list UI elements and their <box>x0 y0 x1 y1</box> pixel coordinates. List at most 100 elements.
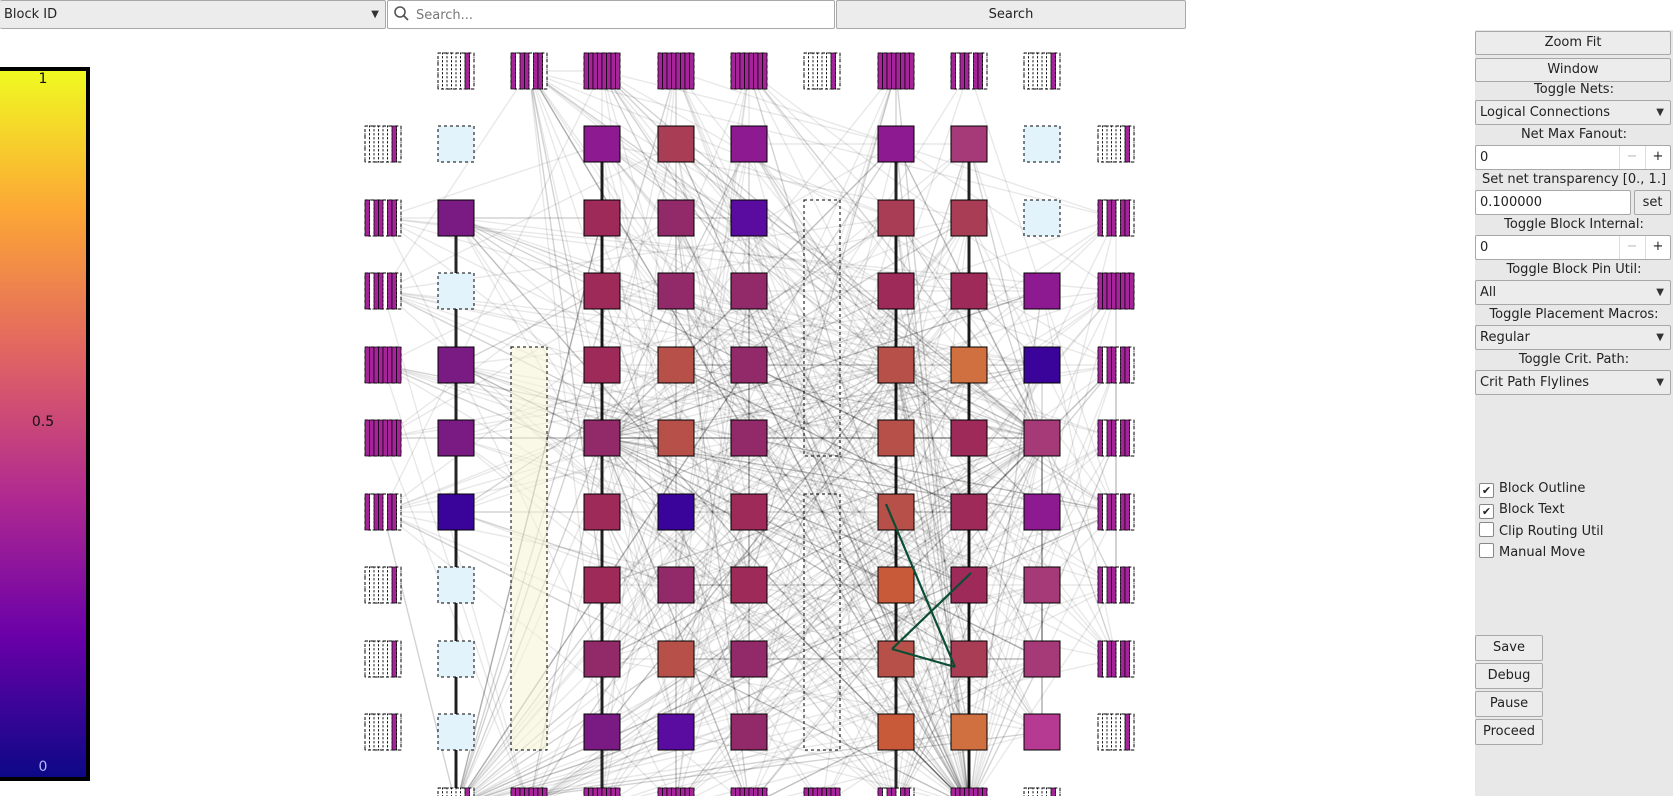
net-flyline <box>601 70 750 439</box>
net-flyline <box>968 584 1043 733</box>
checkbox-icon[interactable] <box>1479 543 1494 558</box>
net-flyline <box>675 217 970 586</box>
checkbox-label: Block Text <box>1499 502 1565 517</box>
io-slot <box>730 787 736 796</box>
placement-macro <box>803 199 841 457</box>
window-button[interactable]: Window <box>1475 58 1671 82</box>
color-mode-dropdown[interactable]: Block ID ▼ <box>0 0 386 29</box>
proceed-button[interactable]: Proceed <box>1475 719 1543 745</box>
net-flyline <box>601 437 970 660</box>
crit-path-dropdown[interactable]: Crit Path Flylines ▼ <box>1475 370 1671 395</box>
net-max-fanout-spinner[interactable]: 0 − + <box>1475 145 1671 170</box>
io-slot <box>739 52 745 90</box>
checkbox-manual-move[interactable]: Manual Move <box>1479 543 1585 561</box>
io-slot <box>1120 566 1126 604</box>
io-slot <box>1111 640 1117 678</box>
net-flyline <box>382 143 603 219</box>
empty-block <box>1023 125 1061 163</box>
net-flyline <box>601 70 970 660</box>
checkbox-block-text[interactable]: ✔ Block Text <box>1479 501 1565 519</box>
search-field[interactable] <box>387 0 835 29</box>
checkbox-block-outline[interactable]: ✔ Block Outline <box>1479 480 1585 498</box>
search-button[interactable]: Search <box>836 0 1186 29</box>
critical-path-flylines <box>884 503 972 669</box>
io-slot <box>601 787 607 796</box>
decrement-icon[interactable]: − <box>1619 146 1644 169</box>
io-slot <box>1106 199 1112 237</box>
checkbox-label: Block Outline <box>1499 481 1586 496</box>
logic-block <box>877 566 915 604</box>
net-flyline <box>601 437 746 796</box>
io-slot <box>537 787 543 796</box>
logic-block <box>657 640 695 678</box>
decrement-icon[interactable]: − <box>1619 236 1644 259</box>
checkbox-icon[interactable]: ✔ <box>1479 504 1494 519</box>
search-input[interactable] <box>414 3 828 28</box>
chevron-down-icon: ▼ <box>1656 287 1664 298</box>
net-flyline <box>601 437 970 660</box>
net-flyline <box>900 658 970 796</box>
net-flyline <box>897 511 970 796</box>
net-flyline <box>968 143 1043 439</box>
pin-util-dropdown[interactable]: All ▼ <box>1475 280 1671 305</box>
save-button[interactable]: Save <box>1475 635 1543 661</box>
transparency-input[interactable]: 0.100000 <box>1475 190 1631 215</box>
net-flyline <box>895 217 969 796</box>
net-flyline <box>748 511 892 796</box>
placement-view[interactable] <box>96 30 1474 796</box>
io-slot <box>739 787 745 796</box>
net-flyline <box>601 143 897 366</box>
net-flyline <box>462 511 677 796</box>
net-flyline <box>601 437 677 733</box>
io-slot <box>735 787 741 796</box>
net-flyline <box>476 511 1117 796</box>
set-transparency-button[interactable]: set <box>1634 190 1671 215</box>
net-flyline <box>675 290 970 366</box>
io-slot <box>684 52 690 90</box>
net-flyline <box>382 70 530 292</box>
placement-canvas[interactable] <box>96 30 1474 796</box>
zoom-fit-button[interactable]: Zoom Fit <box>1475 31 1671 55</box>
increment-icon[interactable]: + <box>1645 146 1670 169</box>
io-slot <box>1097 640 1103 678</box>
io-slot <box>753 787 759 796</box>
net-flyline <box>601 437 970 586</box>
toggle-nets-dropdown[interactable]: Logical Connections ▼ <box>1475 100 1671 125</box>
increment-icon[interactable]: + <box>1645 236 1670 259</box>
checkbox-clip-routing-util[interactable]: Clip Routing Util <box>1479 522 1604 540</box>
net-flyline <box>900 658 970 796</box>
io-slot <box>387 346 393 384</box>
logic-block <box>1023 713 1061 751</box>
debug-button[interactable]: Debug <box>1475 663 1543 689</box>
net-flyline <box>528 70 897 366</box>
net-flyline <box>748 511 963 796</box>
net-flyline <box>528 70 1117 513</box>
placement-macros-dropdown[interactable]: Regular ▼ <box>1475 325 1671 350</box>
io-slot <box>378 346 384 384</box>
net-flyline <box>675 511 897 586</box>
net-flyline <box>748 143 897 366</box>
checkbox-icon[interactable] <box>1479 522 1494 537</box>
net-flyline <box>895 143 970 439</box>
logic-block <box>877 199 915 237</box>
net-flyline <box>895 584 970 733</box>
io-slot <box>891 787 897 796</box>
net-flyline <box>467 290 1117 796</box>
net-flyline <box>601 437 817 796</box>
pause-button[interactable]: Pause <box>1475 691 1543 717</box>
block-internal-value[interactable]: 0 <box>1480 240 1489 255</box>
io-slot <box>542 787 548 796</box>
legend-mid-label: 0.5 <box>31 414 55 430</box>
block-internal-spinner[interactable]: 0 − + <box>1475 235 1671 260</box>
io-slot <box>757 787 763 796</box>
io-slot <box>904 787 910 796</box>
net-max-fanout-value[interactable]: 0 <box>1480 150 1489 165</box>
net-flyline <box>382 364 897 513</box>
net-flyline <box>895 217 1117 513</box>
checkbox-icon[interactable]: ✔ <box>1479 483 1494 498</box>
net-flyline <box>601 217 970 439</box>
net-flyline <box>748 364 965 796</box>
net-flyline <box>748 290 970 586</box>
net-flyline <box>675 511 748 796</box>
critical-path-segment <box>891 572 972 650</box>
